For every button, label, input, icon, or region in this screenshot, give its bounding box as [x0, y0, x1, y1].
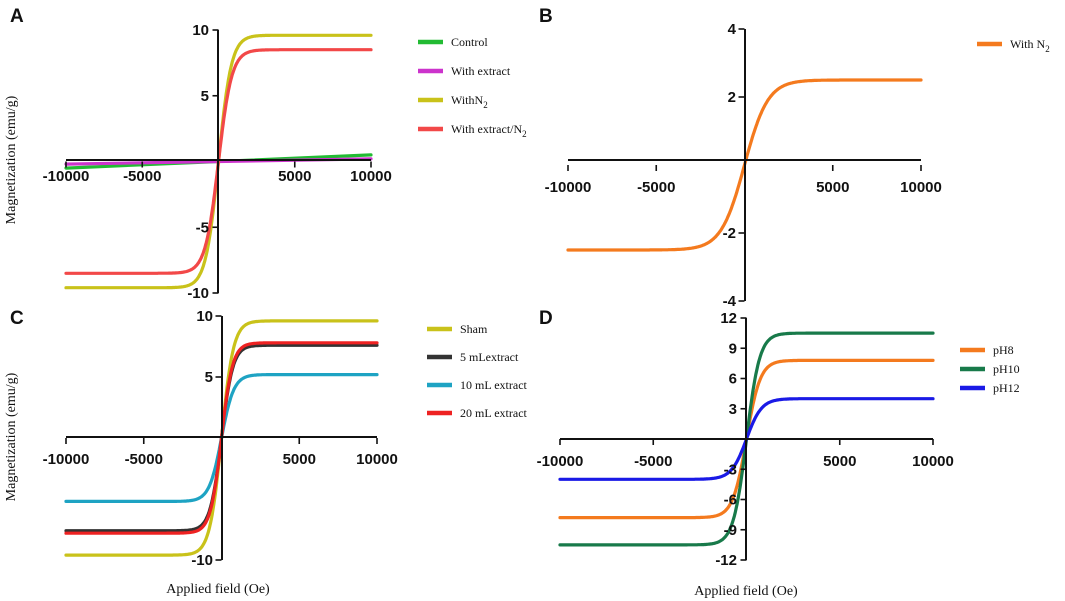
- y-tick-label: 12: [720, 310, 737, 327]
- y-tick-label: 4: [728, 21, 737, 38]
- y-tick-label: 5: [205, 369, 213, 386]
- x-axis-title-right: Applied field (Oe): [694, 584, 798, 599]
- y-tick-label: 6: [729, 371, 737, 388]
- x-axis-title-left: Applied field (Oe): [166, 582, 270, 597]
- y-tick-label: -10: [187, 285, 209, 302]
- y-tick-label: -9: [724, 522, 737, 539]
- x-tick-label: -10000: [537, 453, 584, 470]
- y-tick-label: -3: [724, 461, 737, 478]
- x-tick-label: 10000: [900, 179, 942, 196]
- y-tick-label: -10: [191, 552, 213, 569]
- x-tick-label: -5000: [634, 453, 672, 470]
- x-tick-label: -5000: [125, 451, 163, 468]
- y-tick-label: 9: [729, 340, 737, 357]
- x-tick-label: 5000: [816, 179, 849, 196]
- legend-label: 20 mL extract: [460, 406, 528, 420]
- legend-label: With N2: [1010, 37, 1050, 54]
- legend-label: Control: [451, 35, 488, 49]
- y-tick-label: 5: [201, 88, 209, 105]
- legend-label: WithN2: [451, 93, 488, 110]
- x-tick-label: 5000: [283, 451, 316, 468]
- panel-letter: C: [10, 308, 24, 329]
- x-tick-label: -5000: [637, 179, 675, 196]
- y-tick-label: -2: [723, 225, 736, 242]
- y-axis-title-bottom: Magnetization (emu/g): [4, 372, 19, 501]
- panel-d: D -10000 -5000 5000 10000 -12 -9 -6 -3 3 6 9 12 pH8…: [537, 308, 1020, 569]
- legend-label: Sham: [460, 322, 488, 336]
- y-tick-label: 10: [192, 22, 209, 39]
- x-tick-label: 5000: [823, 453, 856, 470]
- legend-label: 5 mLextract: [460, 350, 519, 364]
- x-tick-label: -5000: [123, 168, 161, 185]
- y-tick-label: -6: [724, 492, 737, 509]
- y-tick-label: 10: [196, 308, 213, 325]
- legend-label: 10 mL extract: [460, 378, 528, 392]
- y-axis-title-top: Magnetization (emu/g): [4, 95, 19, 224]
- panel-b: B -10000 -5000 5000 10000 -4 -2 2 4 With N2: [539, 6, 1050, 310]
- panel-a: A -10000 -5000 5000 10000 -10 -5 5 10 Control Wi…: [10, 6, 527, 302]
- x-tick-label: 5000: [278, 168, 311, 185]
- y-tick-label: 3: [729, 401, 737, 418]
- panel-c: C -10000 -5000 5000 10000 -10 5 10 Sham 5 mLext…: [10, 308, 528, 569]
- x-tick-label: -10000: [43, 168, 90, 185]
- legend-label: With extract/N2: [451, 122, 527, 139]
- panel-letter: B: [539, 6, 553, 27]
- x-tick-label: -10000: [545, 179, 592, 196]
- y-tick-label: -12: [715, 552, 737, 569]
- x-tick-label: -10000: [43, 451, 90, 468]
- legend-label: pH12: [993, 381, 1020, 395]
- panel-letter: D: [539, 308, 553, 329]
- x-tick-label: 10000: [350, 168, 392, 185]
- x-tick-label: 10000: [356, 451, 398, 468]
- x-tick-label: 10000: [912, 453, 954, 470]
- panel-letter: A: [10, 6, 24, 27]
- legend-label: pH10: [993, 362, 1020, 376]
- y-tick-label: -5: [196, 219, 209, 236]
- y-tick-label: 2: [728, 89, 736, 106]
- legend-label: With extract: [451, 64, 511, 78]
- y-tick-label: -4: [723, 293, 737, 310]
- legend-label: pH8: [993, 343, 1014, 357]
